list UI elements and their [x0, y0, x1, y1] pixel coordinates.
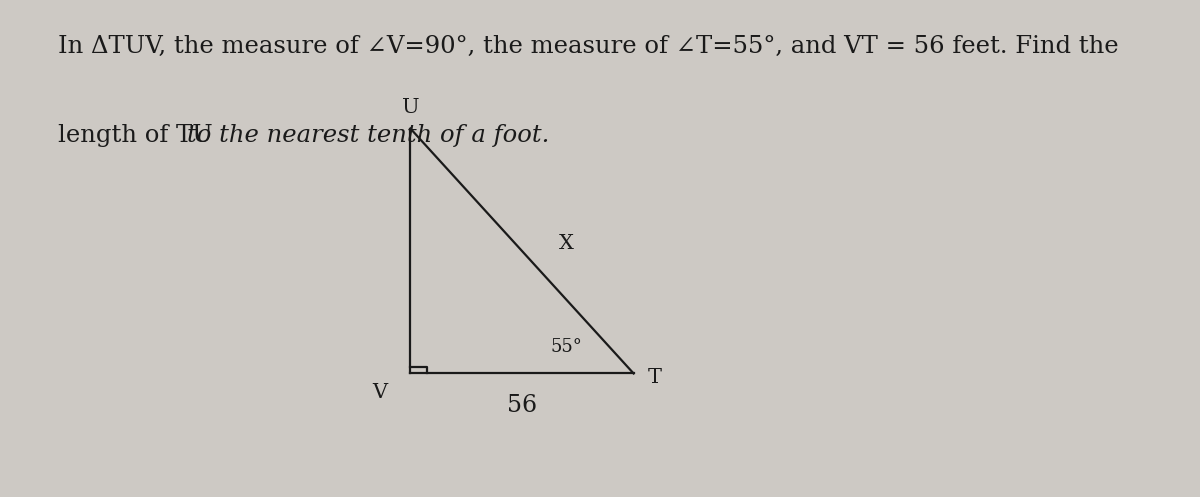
Text: In ΔTUV, the measure of ∠V=90°, the measure of ∠T=55°, and VT = 56 feet. Find th: In ΔTUV, the measure of ∠V=90°, the meas…: [58, 35, 1118, 58]
Text: 55°: 55°: [551, 338, 582, 356]
Text: 56: 56: [506, 395, 538, 417]
Text: V: V: [372, 383, 388, 402]
Text: length of TU: length of TU: [58, 124, 220, 147]
Text: T: T: [648, 368, 661, 387]
Text: to the nearest tenth of a foot.: to the nearest tenth of a foot.: [187, 124, 550, 147]
Text: U: U: [402, 98, 419, 117]
Text: X: X: [559, 234, 574, 253]
